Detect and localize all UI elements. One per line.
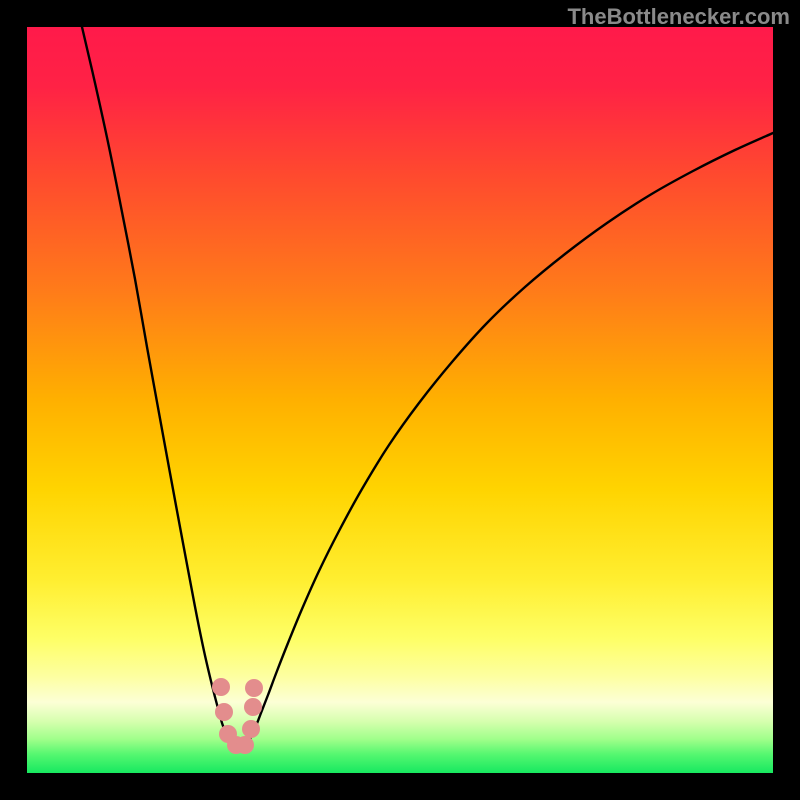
chart-container: TheBottlenecker.com [0, 0, 800, 800]
data-marker [236, 736, 254, 754]
data-marker [215, 703, 233, 721]
gradient-background [27, 27, 773, 773]
chart-svg [27, 27, 773, 773]
data-marker [245, 679, 263, 697]
data-marker [212, 678, 230, 696]
plot-area [27, 27, 773, 773]
data-marker [244, 698, 262, 716]
data-marker [242, 720, 260, 738]
